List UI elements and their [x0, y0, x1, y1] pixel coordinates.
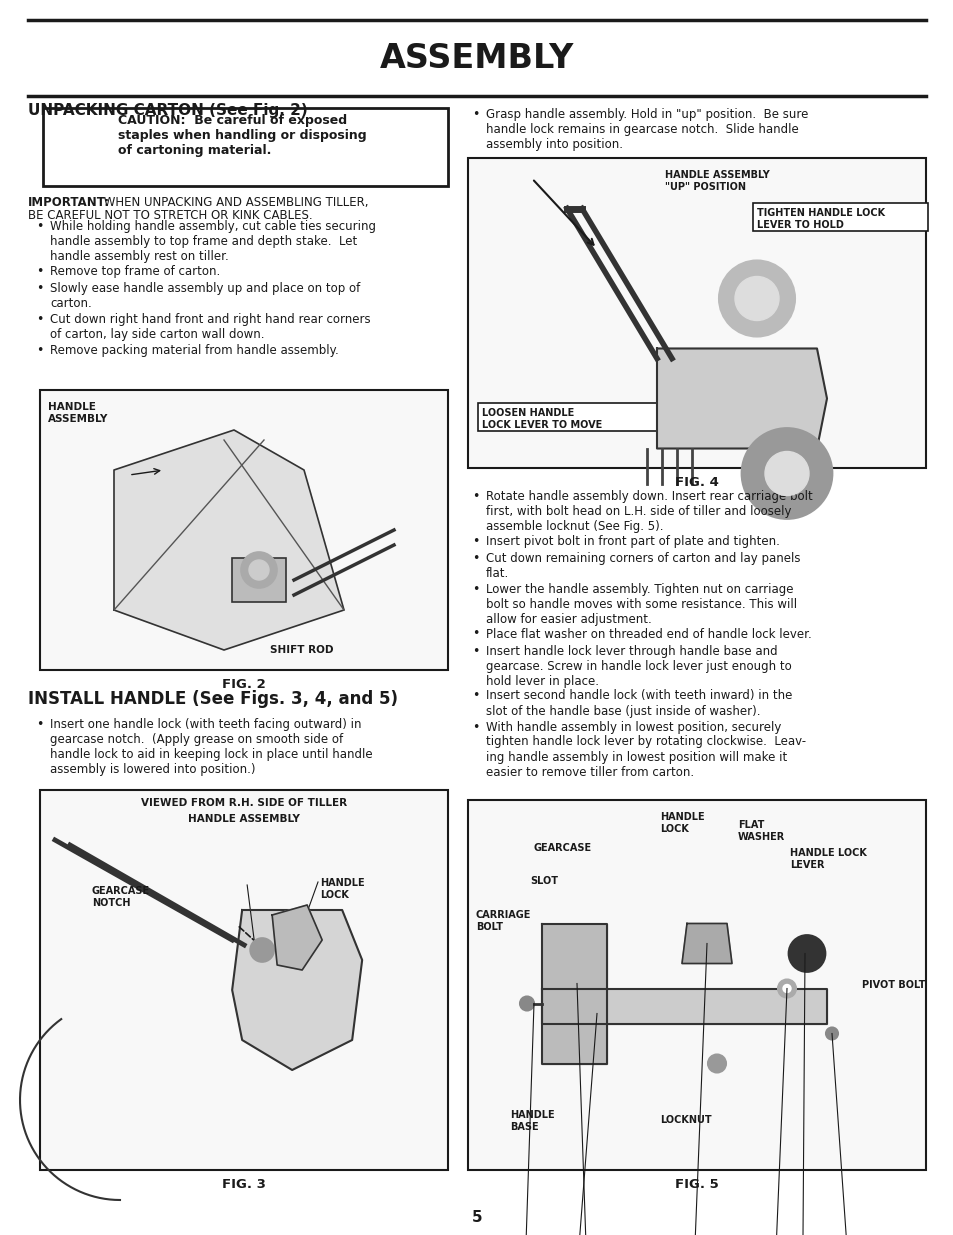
- Text: Place flat washer on threaded end of handle lock lever.: Place flat washer on threaded end of han…: [485, 627, 811, 641]
- Text: Insert second handle lock (with teeth inward) in the
slot of the handle base (ju: Insert second handle lock (with teeth in…: [485, 689, 792, 718]
- Text: FIG. 4: FIG. 4: [675, 475, 719, 489]
- Circle shape: [707, 1055, 725, 1072]
- Circle shape: [719, 261, 794, 336]
- Text: Insert handle lock lever through handle base and
gearcase. Screw in handle lock : Insert handle lock lever through handle …: [485, 645, 791, 688]
- Text: With handle assembly in lowest position, securely
tighten handle lock lever by r: With handle assembly in lowest position,…: [485, 720, 805, 778]
- Text: Cut down remaining corners of carton and lay panels
flat.: Cut down remaining corners of carton and…: [485, 552, 800, 580]
- Text: FIG. 5: FIG. 5: [675, 1178, 719, 1191]
- Polygon shape: [541, 924, 606, 1063]
- Text: •: •: [36, 312, 43, 326]
- Text: •: •: [472, 583, 478, 597]
- FancyBboxPatch shape: [468, 800, 925, 1170]
- Text: HANDLE
BASE: HANDLE BASE: [510, 1110, 554, 1131]
- Text: •: •: [472, 490, 478, 503]
- Text: UNPACKING CARTON (See Fig. 2): UNPACKING CARTON (See Fig. 2): [28, 103, 308, 119]
- Text: IMPORTANT:: IMPORTANT:: [28, 196, 110, 209]
- Text: •: •: [36, 345, 43, 357]
- Text: •: •: [472, 627, 478, 641]
- Text: FIG. 3: FIG. 3: [222, 1178, 266, 1191]
- Circle shape: [741, 429, 831, 519]
- Text: •: •: [472, 645, 478, 658]
- Circle shape: [249, 559, 269, 580]
- Text: •: •: [36, 264, 43, 278]
- Polygon shape: [232, 910, 362, 1070]
- Text: INSTALL HANDLE (See Figs. 3, 4, and 5): INSTALL HANDLE (See Figs. 3, 4, and 5): [28, 690, 397, 708]
- Text: HANDLE ASSEMBLY
"UP" POSITION: HANDLE ASSEMBLY "UP" POSITION: [664, 170, 769, 191]
- Text: TIGHTEN HANDLE LOCK
LEVER TO HOLD: TIGHTEN HANDLE LOCK LEVER TO HOLD: [757, 207, 884, 230]
- Text: Insert pivot bolt in front part of plate and tighten.: Insert pivot bolt in front part of plate…: [485, 535, 779, 547]
- FancyBboxPatch shape: [232, 558, 286, 601]
- Text: Lower the handle assembly. Tighten nut on carriage
bolt so handle moves with som: Lower the handle assembly. Tighten nut o…: [485, 583, 797, 626]
- Text: •: •: [472, 552, 478, 564]
- FancyBboxPatch shape: [468, 158, 925, 468]
- Circle shape: [734, 277, 779, 321]
- Text: HANDLE
ASSEMBLY: HANDLE ASSEMBLY: [48, 403, 109, 424]
- Text: •: •: [36, 282, 43, 295]
- Circle shape: [825, 1028, 837, 1040]
- Text: 5: 5: [471, 1210, 482, 1225]
- Text: SHIFT ROD: SHIFT ROD: [270, 645, 334, 655]
- Text: •: •: [472, 720, 478, 734]
- Text: Slowly ease handle assembly up and place on top of
carton.: Slowly ease handle assembly up and place…: [50, 282, 360, 310]
- Text: Remove top frame of carton.: Remove top frame of carton.: [50, 264, 220, 278]
- Text: •: •: [472, 107, 478, 121]
- Text: HANDLE
LOCK: HANDLE LOCK: [659, 811, 704, 834]
- Text: FIG. 2: FIG. 2: [222, 678, 266, 692]
- Circle shape: [778, 979, 795, 998]
- Polygon shape: [657, 348, 826, 448]
- Text: LOOSEN HANDLE
LOCK LEVER TO MOVE: LOOSEN HANDLE LOCK LEVER TO MOVE: [481, 408, 601, 430]
- Text: FLAT
WASHER: FLAT WASHER: [738, 820, 784, 841]
- FancyBboxPatch shape: [43, 107, 448, 186]
- Text: CAUTION:  Be careful of exposed
staples when handling or disposing
of cartoning : CAUTION: Be careful of exposed staples w…: [118, 114, 366, 157]
- Text: CARRIAGE
BOLT: CARRIAGE BOLT: [476, 910, 531, 931]
- Text: GEARCASE: GEARCASE: [534, 844, 592, 853]
- FancyBboxPatch shape: [477, 403, 672, 431]
- Text: GEARCASE
NOTCH: GEARCASE NOTCH: [91, 885, 150, 908]
- Text: While holding handle assembly, cut cable ties securing
handle assembly to top fr: While holding handle assembly, cut cable…: [50, 220, 375, 263]
- Text: !: !: [78, 144, 86, 159]
- Text: •: •: [36, 718, 43, 731]
- Polygon shape: [113, 430, 344, 650]
- Text: •: •: [472, 535, 478, 547]
- Text: WHEN UNPACKING AND ASSEMBLING TILLER,: WHEN UNPACKING AND ASSEMBLING TILLER,: [100, 196, 368, 209]
- FancyBboxPatch shape: [40, 390, 448, 671]
- FancyBboxPatch shape: [752, 203, 927, 231]
- Text: PIVOT BOLT: PIVOT BOLT: [862, 981, 924, 990]
- Polygon shape: [541, 988, 826, 1024]
- Circle shape: [764, 452, 808, 495]
- Polygon shape: [272, 905, 322, 969]
- Text: HANDLE
LOCK: HANDLE LOCK: [319, 878, 364, 899]
- Text: Grasp handle assembly. Hold in "up" position.  Be sure
handle lock remains in ge: Grasp handle assembly. Hold in "up" posi…: [485, 107, 807, 151]
- Circle shape: [250, 939, 274, 962]
- Text: VIEWED FROM R.H. SIDE OF TILLER: VIEWED FROM R.H. SIDE OF TILLER: [141, 798, 347, 808]
- Polygon shape: [681, 924, 731, 963]
- Text: LOCKNUT: LOCKNUT: [659, 1115, 711, 1125]
- Polygon shape: [58, 1066, 106, 1109]
- Text: ASSEMBLY: ASSEMBLY: [379, 42, 574, 74]
- FancyBboxPatch shape: [40, 790, 448, 1170]
- Circle shape: [782, 984, 790, 993]
- Circle shape: [241, 552, 276, 588]
- Text: •: •: [36, 220, 43, 233]
- Circle shape: [788, 935, 824, 972]
- Text: SLOT: SLOT: [530, 876, 558, 885]
- Text: BE CAREFUL NOT TO STRETCH OR KINK CABLES.: BE CAREFUL NOT TO STRETCH OR KINK CABLES…: [28, 209, 313, 222]
- Text: Insert one handle lock (with teeth facing outward) in
gearcase notch.  (Apply gr: Insert one handle lock (with teeth facin…: [50, 718, 373, 776]
- Text: •: •: [472, 689, 478, 703]
- Text: Cut down right hand front and right hand rear corners
of carton, lay side carton: Cut down right hand front and right hand…: [50, 312, 370, 341]
- Text: HANDLE LOCK
LEVER: HANDLE LOCK LEVER: [789, 848, 866, 869]
- Text: Rotate handle assembly down. Insert rear carriage bolt
first, with bolt head on : Rotate handle assembly down. Insert rear…: [485, 490, 812, 534]
- Circle shape: [519, 997, 534, 1010]
- Text: Remove packing material from handle assembly.: Remove packing material from handle asse…: [50, 345, 338, 357]
- Text: HANDLE ASSEMBLY: HANDLE ASSEMBLY: [188, 814, 299, 824]
